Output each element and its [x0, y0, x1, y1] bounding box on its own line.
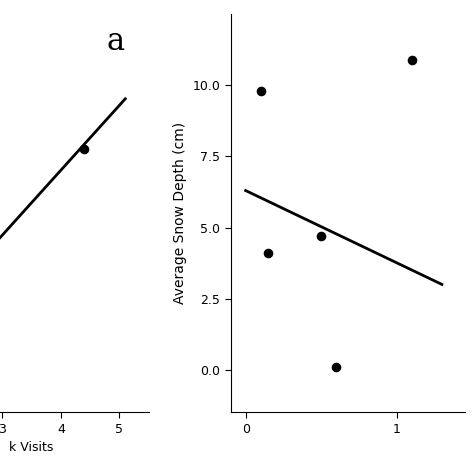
Y-axis label: Average Snow Depth (cm): Average Snow Depth (cm)	[173, 122, 187, 304]
Point	[264, 249, 272, 257]
Point	[332, 363, 340, 371]
Point	[317, 232, 325, 240]
Point	[408, 56, 416, 64]
Point	[257, 87, 264, 95]
X-axis label: k Visits: k Visits	[9, 441, 54, 455]
Point	[81, 145, 88, 153]
Text: a: a	[107, 26, 125, 57]
